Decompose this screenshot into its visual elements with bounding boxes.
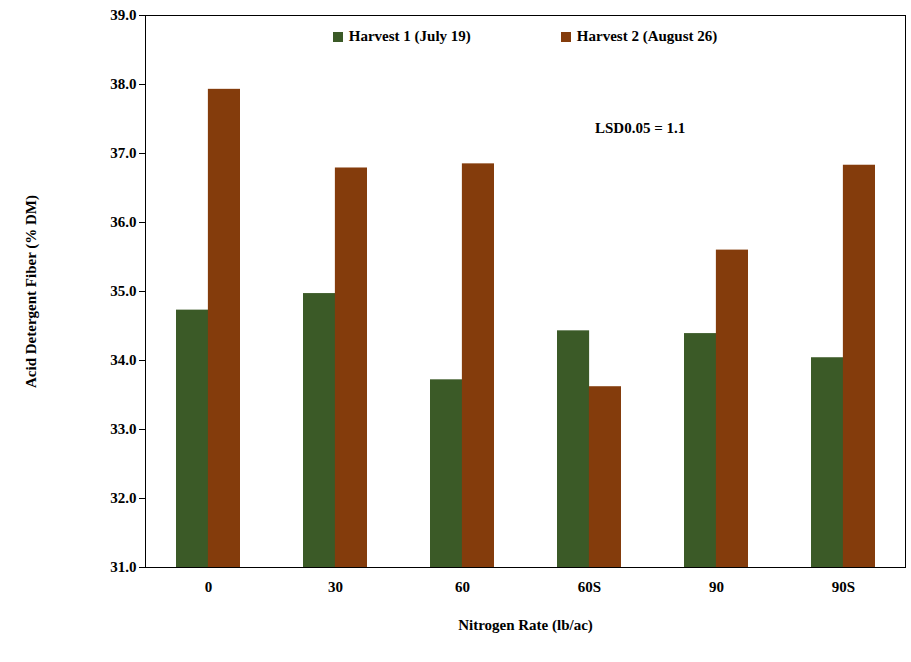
- svg-text:30: 30: [328, 579, 343, 595]
- svg-text:33.0: 33.0: [110, 421, 136, 437]
- svg-text:36.0: 36.0: [110, 214, 136, 230]
- svg-text:Acid Detergent Fiber (% DM): Acid Detergent Fiber (% DM): [23, 195, 40, 388]
- svg-text:32.0: 32.0: [110, 490, 136, 506]
- svg-text:0: 0: [205, 579, 213, 595]
- svg-text:39.0: 39.0: [110, 7, 136, 23]
- html-text:LSD0.05 = 1.1: LSD0.05 = 1.1: [595, 120, 686, 136]
- svg-text:90: 90: [709, 579, 724, 595]
- svg-text:90S: 90S: [832, 579, 855, 595]
- svg-text:60: 60: [455, 579, 470, 595]
- html-text:Harvest 1 (July 19): Harvest 1 (July 19): [348, 28, 471, 44]
- html-text:Harvest 2 (August 26): Harvest 2 (August 26): [576, 28, 718, 44]
- svg-text:38.0: 38.0: [110, 76, 136, 92]
- svg-text:Nitrogen Rate (lb/ac): Nitrogen Rate (lb/ac): [458, 617, 593, 634]
- svg-text:60S: 60S: [578, 579, 601, 595]
- svg-text:37.0: 37.0: [110, 145, 136, 161]
- svg-text:34.0: 34.0: [110, 352, 136, 368]
- svg-text:31.0: 31.0: [110, 559, 136, 575]
- svg-text:35.0: 35.0: [110, 283, 136, 299]
